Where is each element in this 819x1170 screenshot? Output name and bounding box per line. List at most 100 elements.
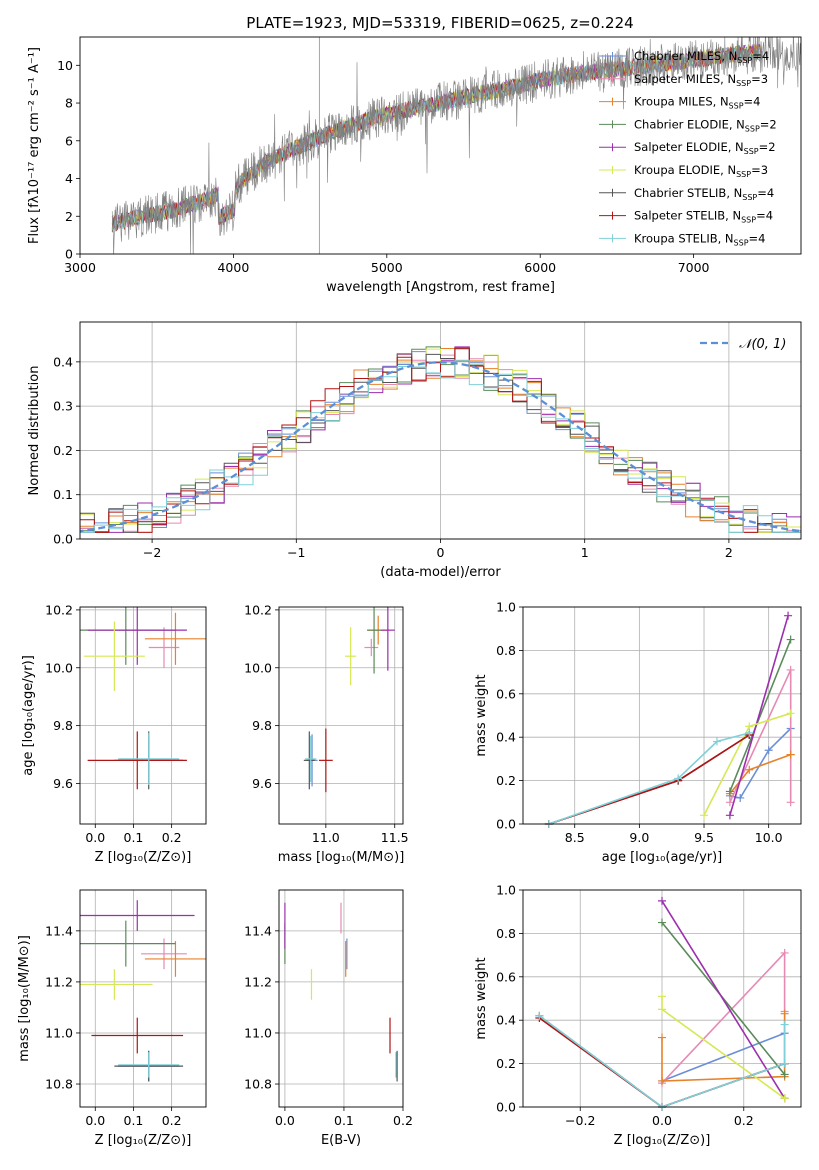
weight-series <box>700 709 795 820</box>
plot-area <box>80 607 206 790</box>
y-axis-label: mass weight <box>474 674 489 756</box>
y-tick-label: 0.8 <box>496 643 516 658</box>
x-axis-label: E(B-V) <box>321 1133 361 1148</box>
errorbar-point <box>148 627 180 668</box>
y-tick-label: 1.0 <box>496 600 516 615</box>
y-tick-label: 11.4 <box>45 923 73 938</box>
panel-mass_vs_Z: 0.0 0.1 0.2 10.8 11.0 11.2 11.4 Z [log₁₀(Z/Z⊙)]… <box>17 889 207 1148</box>
y-tick-label: 0.6 <box>496 969 516 984</box>
x-axis-label: age [log₁₀(age/yr)] <box>602 850 723 865</box>
axes-frame <box>79 606 207 825</box>
weight-marker <box>780 1020 789 1029</box>
legend-entry: Salpeter MILES, NSSP=3 <box>634 72 768 88</box>
legend-entry: 𝒩(0, 1) <box>739 337 786 352</box>
weight-line <box>548 734 750 825</box>
panel-age_vs_mass: 11.0 11.5 9.6 9.8 10.0 10.2 mass [log₁₀(M/M⊙)] <box>244 602 409 865</box>
x-tick-label: 0.0 <box>652 1113 672 1128</box>
y-tick-label: 9.6 <box>252 776 272 791</box>
y-axis-label: mass [log₁₀(M/M⊙)] <box>17 935 32 1062</box>
y-tick-label: 0.0 <box>496 1100 516 1115</box>
weight-marker <box>786 665 795 674</box>
weight-series <box>725 635 795 796</box>
weight-marker <box>736 793 745 802</box>
y-tick-label: 6 <box>65 133 73 148</box>
y-tick-label: 4 <box>65 171 73 186</box>
plot-area <box>544 611 795 828</box>
legend: 𝒩(0, 1) <box>700 337 786 352</box>
plot-area <box>284 902 398 1082</box>
y-tick-label: 0.2 <box>496 773 516 788</box>
plot-area <box>303 607 395 793</box>
x-tick-label: 5000 <box>371 260 403 275</box>
x-tick-label: 0.2 <box>734 1113 754 1128</box>
axes-frame <box>522 889 802 1108</box>
y-tick-label: 11.2 <box>45 974 73 989</box>
errorbar-point <box>345 627 357 686</box>
errorbar-point <box>380 607 395 671</box>
weight-marker <box>784 611 793 620</box>
weight-marker <box>658 1076 666 1085</box>
x-tick-label: 0 <box>437 545 445 560</box>
legend: Chabrier MILES, NSSP=4 Salpeter MILES, NS… <box>599 49 777 247</box>
y-tick-label: 0.2 <box>53 443 73 458</box>
x-tick-label: 1 <box>581 545 589 560</box>
panel-mass_vs_ebv: 0.0 0.1 0.2 10.8 11.0 11.2 11.4 E(B-V) <box>244 889 413 1148</box>
errorbar-point <box>305 735 317 783</box>
weight-line <box>538 1015 786 1108</box>
y-axis-label: age [log₁₀(age/yr)] <box>21 655 36 776</box>
x-tick-label: 0.1 <box>124 830 144 845</box>
legend-entry: Chabrier MILES, NSSP=4 <box>634 49 769 65</box>
panel-weight_vs_age: 8.5 9.0 9.5 10.0 0.0 0.2 0.4 0.6 0.8 1.0 age [log₁… <box>474 600 802 865</box>
x-tick-label: 0.0 <box>275 1113 295 1128</box>
y-tick-label: 0.1 <box>53 487 73 502</box>
histogram-series <box>80 359 801 533</box>
weight-marker <box>745 765 754 774</box>
y-axis-label: mass weight <box>474 957 489 1039</box>
weight-line <box>661 996 786 1099</box>
weight-marker <box>700 811 709 820</box>
x-axis-label: Z [log₁₀(Z/Z⊙)] <box>95 850 192 865</box>
weight-marker <box>658 1033 666 1042</box>
axes-frame <box>278 889 404 1108</box>
x-tick-label: 11.5 <box>381 830 409 845</box>
legend-entry: Kroupa MILES, NSSP=4 <box>634 95 760 111</box>
x-axis-label: (data-model)/error <box>380 565 501 580</box>
legend-entry: Chabrier STELIB, NSSP=4 <box>634 186 774 202</box>
errorbar-point <box>87 731 187 790</box>
weight-line <box>729 727 792 799</box>
errorbar-point <box>364 638 379 657</box>
y-tick-label: 0.0 <box>53 532 73 547</box>
plot-area <box>80 900 206 1082</box>
weight-marker <box>725 811 734 820</box>
errorbar-point <box>83 621 145 691</box>
weight-marker <box>786 750 795 759</box>
weight-marker <box>745 728 754 737</box>
y-tick-label: 9.8 <box>53 718 73 733</box>
errorbar-point <box>318 728 333 793</box>
y-tick-label: 10 <box>57 58 73 73</box>
x-tick-label: 11.0 <box>312 830 340 845</box>
y-tick-label: 0.4 <box>496 1013 516 1028</box>
errorbar-point <box>144 612 206 665</box>
errorbar-point <box>118 732 180 785</box>
weight-marker <box>780 1009 789 1018</box>
weight-series <box>658 896 789 1103</box>
plot-area <box>80 346 801 533</box>
y-tick-label: 10.8 <box>244 1077 272 1092</box>
legend-entry: Salpeter ELODIE, NSSP=2 <box>634 140 776 156</box>
weight-marker <box>658 992 666 1001</box>
errorbar-point <box>367 607 381 674</box>
legend-entry: Kroupa ELODIE, NSSP=3 <box>634 163 768 179</box>
axes-frame <box>79 889 207 1108</box>
grid <box>80 607 206 824</box>
axes-frame <box>79 321 802 540</box>
weight-series <box>658 992 789 1103</box>
weight-marker <box>786 798 795 807</box>
x-tick-label: −0.2 <box>565 1113 595 1128</box>
legend-entry: Chabrier ELODIE, NSSP=2 <box>634 117 777 133</box>
weight-marker <box>780 1070 789 1079</box>
x-tick-label: 0.2 <box>162 830 182 845</box>
x-axis-label: wavelength [Angstrom, rest frame] <box>326 280 555 295</box>
errorbar-point <box>118 1052 180 1078</box>
y-tick-label: 2 <box>65 209 73 224</box>
